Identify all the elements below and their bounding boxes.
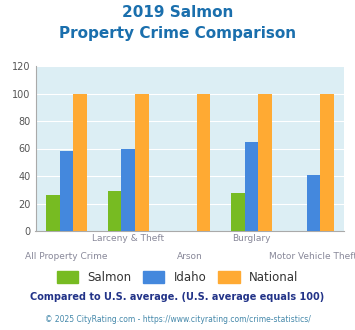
Bar xyxy=(258,93,272,231)
Bar xyxy=(307,175,320,231)
Text: Compared to U.S. average. (U.S. average equals 100): Compared to U.S. average. (U.S. average … xyxy=(31,292,324,302)
Text: Burglary: Burglary xyxy=(233,234,271,243)
Text: Arson: Arson xyxy=(177,252,203,261)
Bar xyxy=(245,142,258,231)
Bar xyxy=(135,93,148,231)
Bar xyxy=(73,93,87,231)
Text: Motor Vehicle Theft: Motor Vehicle Theft xyxy=(269,252,355,261)
Legend: Salmon, Idaho, National: Salmon, Idaho, National xyxy=(52,267,303,289)
Text: 2019 Salmon: 2019 Salmon xyxy=(122,5,233,20)
Bar xyxy=(60,151,73,231)
Text: All Property Crime: All Property Crime xyxy=(25,252,108,261)
Text: © 2025 CityRating.com - https://www.cityrating.com/crime-statistics/: © 2025 CityRating.com - https://www.city… xyxy=(45,315,310,324)
Bar xyxy=(197,93,210,231)
Bar xyxy=(320,93,334,231)
Bar xyxy=(121,148,135,231)
Bar xyxy=(46,195,60,231)
Text: Larceny & Theft: Larceny & Theft xyxy=(92,234,164,243)
Bar xyxy=(108,191,121,231)
Text: Property Crime Comparison: Property Crime Comparison xyxy=(59,26,296,41)
Bar xyxy=(231,192,245,231)
